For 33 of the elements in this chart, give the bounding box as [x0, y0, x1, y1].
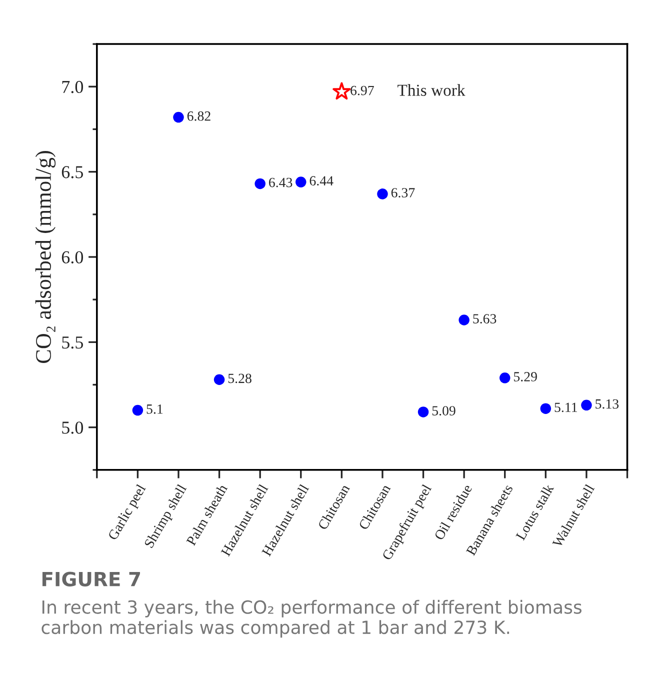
- data-label: 5.28: [228, 374, 252, 384]
- data-label: 6.97: [350, 86, 374, 96]
- data-label: 5.09: [432, 406, 456, 416]
- point: [296, 176, 306, 188]
- point: [173, 112, 184, 123]
- data-label: 6.82: [187, 111, 210, 121]
- data-label: 5.29: [514, 372, 537, 382]
- point: [132, 404, 144, 416]
- point: [418, 406, 429, 418]
- data-label: 6.44: [310, 176, 334, 186]
- caption: FIGURE 7: [42, 572, 140, 586]
- data-label: 5.11: [554, 402, 577, 412]
- point: [499, 372, 510, 384]
- data-label: 5.13: [596, 399, 619, 409]
- point: [540, 403, 552, 414]
- text: In recent 3 years, the CO₂ performance of different biomass carbon materials was compared at 1 bar and 273 K.: [42, 600, 582, 638]
- y-tick-label: 6.5: [62, 166, 83, 178]
- point: [254, 178, 266, 190]
- data-label: 6.37: [391, 188, 415, 198]
- y-tick-label: 5.5: [62, 336, 83, 349]
- data-label: 6.43: [269, 178, 292, 188]
- point: [458, 314, 470, 326]
- y-tick-label: 6.0: [62, 251, 84, 264]
- y-axis-title: CO₂ adsorbed (mmol/g): [35, 151, 56, 363]
- point: [377, 188, 388, 200]
- data-label: 5.63: [473, 314, 496, 324]
- text: This work: [398, 84, 466, 96]
- data-label: 5.1: [146, 404, 163, 414]
- y-tick-label: 7.0: [62, 80, 84, 94]
- y-tick-label: 5.0: [62, 422, 84, 434]
- point: [214, 374, 225, 385]
- point: [581, 400, 592, 411]
- point: [332, 82, 351, 100]
